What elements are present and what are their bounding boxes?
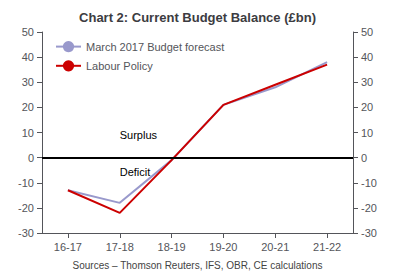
svg-text:10: 10 xyxy=(361,127,373,139)
svg-text:40: 40 xyxy=(22,51,34,63)
svg-text:Surplus: Surplus xyxy=(120,129,158,141)
svg-text:50: 50 xyxy=(22,26,34,38)
svg-text:50: 50 xyxy=(361,26,373,38)
svg-text:Sources – Thomson Reuters, IFS: Sources – Thomson Reuters, IFS, OBR, CE … xyxy=(73,260,323,271)
svg-text:Labour Policy: Labour Policy xyxy=(86,60,153,72)
svg-text:March 2017 Budget forecast: March 2017 Budget forecast xyxy=(86,41,224,53)
svg-text:-20: -20 xyxy=(18,202,34,214)
svg-text:0: 0 xyxy=(28,152,34,164)
svg-text:Chart 2: Current Budget Balanc: Chart 2: Current Budget Balance (£bn) xyxy=(79,10,316,25)
svg-text:17-18: 17-18 xyxy=(106,241,134,253)
svg-text:-10: -10 xyxy=(361,177,377,189)
svg-text:-30: -30 xyxy=(18,227,34,239)
svg-text:20: 20 xyxy=(22,101,34,113)
svg-text:-30: -30 xyxy=(361,227,377,239)
svg-text:10: 10 xyxy=(22,127,34,139)
svg-text:20: 20 xyxy=(361,101,373,113)
svg-text:30: 30 xyxy=(361,76,373,88)
svg-text:40: 40 xyxy=(361,51,373,63)
svg-text:-10: -10 xyxy=(18,177,34,189)
svg-text:16-17: 16-17 xyxy=(54,241,82,253)
svg-text:Deficit: Deficit xyxy=(120,166,151,178)
svg-text:0: 0 xyxy=(361,152,367,164)
svg-text:18-19: 18-19 xyxy=(158,241,186,253)
svg-text:30: 30 xyxy=(22,76,34,88)
svg-text:-20: -20 xyxy=(361,202,377,214)
svg-text:20-21: 20-21 xyxy=(261,241,289,253)
svg-text:19-20: 19-20 xyxy=(209,241,237,253)
svg-text:21-22: 21-22 xyxy=(313,241,341,253)
